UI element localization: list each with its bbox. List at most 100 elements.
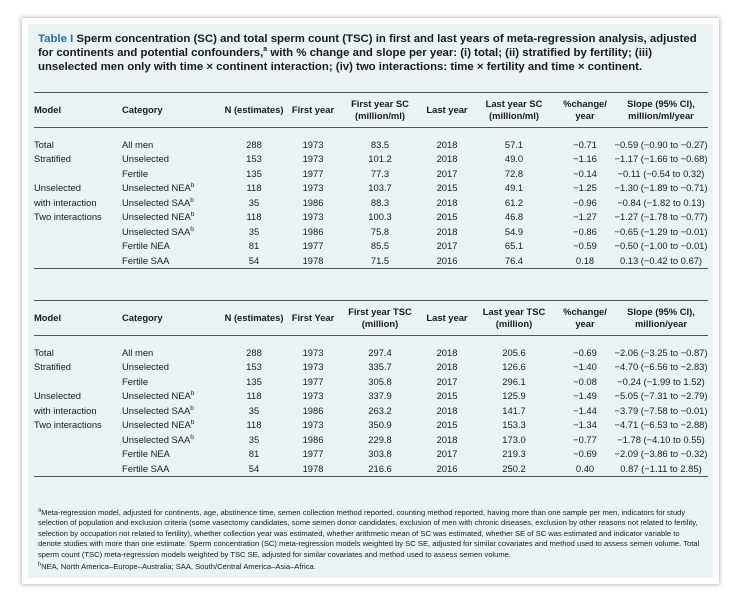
- cell-model: Stratified: [34, 360, 122, 375]
- cell-first-year-text: 1977: [302, 167, 324, 179]
- cell-n: 35: [220, 432, 288, 447]
- cell-slope: −0.11 (−0.54 to 0.32): [614, 166, 708, 181]
- cell-model: Two interactions: [34, 210, 122, 225]
- cell-n-text: 135: [246, 167, 262, 179]
- cell-change-text: −0.14: [573, 167, 597, 179]
- cell-first-year-text: 1973: [302, 361, 324, 373]
- table-row: Stratified Unselected 153 1973 335.7 2018 126.…: [34, 360, 708, 375]
- cell-n-text: 153: [246, 361, 262, 373]
- cell-category: Unselected: [122, 360, 220, 375]
- cell-first-value: 88.3: [338, 195, 422, 210]
- cell-last-year-text: 2015: [436, 182, 458, 194]
- cell-change: 0.40: [556, 461, 614, 476]
- cell-first-value-text: 350.9: [368, 419, 392, 431]
- cell-category-text: Unselected SAA: [122, 404, 191, 416]
- cell-change: −1.16: [556, 152, 614, 167]
- header-slope: Slope (95% CI), million/year: [627, 306, 695, 329]
- cell-last-value: 49.0: [472, 152, 556, 167]
- cell-slope-text: −0.59 (−0.90 to −0.27): [614, 138, 708, 150]
- cell-model-text: with interaction: [34, 404, 97, 416]
- cell-model: [34, 166, 122, 181]
- cell-last-value-text: 153.3: [502, 419, 526, 431]
- cell-first-value: 85.5: [338, 239, 422, 254]
- cell-slope: −4.70 (−6.56 to −2.83): [614, 360, 708, 375]
- cell-last-value-text: 49.1: [504, 182, 524, 194]
- cell-first-value: 71.5: [338, 253, 422, 268]
- category-footnote-mark: b: [190, 390, 195, 398]
- cell-last-year: 2016: [422, 253, 472, 268]
- cell-first-year-text: 1977: [302, 448, 324, 460]
- cell-category: Unselected SAAb: [122, 195, 220, 210]
- cell-n-text: 118: [246, 211, 262, 223]
- cell-n-text: 35: [248, 433, 260, 445]
- cell-first-value-text: 88.3: [370, 196, 390, 208]
- cell-first-value: 229.8: [338, 432, 422, 447]
- category-footnote-mark: b: [190, 225, 194, 233]
- cell-last-year: 2016: [422, 461, 472, 476]
- cell-model-text: Stratified: [34, 153, 71, 165]
- cell-last-value-text: 173.0: [502, 433, 526, 445]
- cell-slope-text: −0.11 (−0.54 to 0.32): [617, 167, 705, 179]
- cell-change: −1.40: [556, 360, 614, 375]
- cell-n-text: 35: [248, 404, 260, 416]
- cell-slope: −1.30 (−1.89 to −0.71): [614, 181, 708, 196]
- cell-category-text: Unselected: [122, 361, 169, 373]
- cell-category-text: Unselected: [122, 153, 169, 165]
- table-row: Total All men 288 1973 297.4 2018 205.6 −0.69 −2…: [34, 345, 708, 360]
- cell-model: [34, 447, 122, 462]
- cell-category-text: Unselected SAA: [122, 225, 191, 237]
- cell-slope: −2.06 (−3.25 to −0.87): [614, 345, 708, 360]
- footnote-a-mark: a: [38, 507, 42, 514]
- cell-slope-text: 0.13 (−0.42 to 0.67): [619, 254, 703, 266]
- cell-slope: −0.59 (−0.90 to −0.27): [614, 137, 708, 152]
- cell-n-text: 54: [248, 254, 260, 266]
- cell-last-value-text: 125.9: [502, 390, 526, 402]
- cell-last-value: 250.2: [472, 461, 556, 476]
- cell-model-text: Total: [34, 138, 54, 150]
- cell-n: 35: [220, 224, 288, 239]
- cell-first-year-text: 1973: [302, 346, 324, 358]
- cell-slope: −0.84 (−1.82 to 0.13): [614, 195, 708, 210]
- cell-first-year: 1977: [288, 239, 338, 254]
- cell-first-value: 335.7: [338, 360, 422, 375]
- footnote-a-text: Meta-regression model, adjusted for cont…: [38, 508, 700, 559]
- cell-model-text: with interaction: [34, 196, 97, 208]
- header-slope: Slope (95% CI), million/ml/year: [627, 98, 695, 121]
- cell-n: 35: [220, 195, 288, 210]
- cell-last-year: 2018: [422, 403, 472, 418]
- table-row: Unselected Unselected NEAb 118 1973 337.9 201…: [34, 389, 708, 404]
- cell-category-text: Fertile NEA: [122, 448, 170, 460]
- cell-first-year-text: 1973: [302, 153, 324, 165]
- table-card: Table I Sperm concentration (SC) and tot…: [22, 18, 719, 584]
- cell-last-year-text: 2018: [436, 361, 458, 373]
- table-row: with interaction Unselected SAAb 35 1986 88.…: [34, 195, 708, 210]
- cell-slope: −5.05 (−7.31 to −2.79): [614, 389, 708, 404]
- cell-slope-text: −1.30 (−1.89 to −0.71): [614, 182, 708, 194]
- cell-model-text: Stratified: [34, 361, 71, 373]
- cell-last-value: 205.6: [472, 345, 556, 360]
- cell-n: 288: [220, 137, 288, 152]
- cell-change-text: −1.16: [573, 153, 597, 165]
- cell-first-year-text: 1986: [302, 404, 324, 416]
- table-row: with interaction Unselected SAAb 35 1986 263…: [34, 403, 708, 418]
- cell-last-value: 153.3: [472, 418, 556, 433]
- cell-last-value: 72.8: [472, 166, 556, 181]
- cell-change: −0.77: [556, 432, 614, 447]
- cell-first-value: 77.3: [338, 166, 422, 181]
- cell-change-text: 0.40: [575, 462, 595, 474]
- cell-slope: 0.87 (−1.11 to 2.85): [614, 461, 708, 476]
- table-header-row: Model Category N (estimates) First year …: [34, 92, 708, 128]
- cell-first-year-text: 1977: [302, 375, 324, 387]
- footnote-a: aMeta-regression model, adjusted for con…: [38, 508, 704, 560]
- header-first-value: First year TSC (million): [348, 306, 412, 329]
- cell-last-value-text: 65.1: [504, 240, 524, 252]
- cell-last-value: 125.9: [472, 389, 556, 404]
- cell-last-value: 126.6: [472, 360, 556, 375]
- cell-model-text: Two interactions: [34, 419, 102, 431]
- cell-n: 81: [220, 239, 288, 254]
- cell-change-text: −1.25: [573, 182, 597, 194]
- header-last-value: Last year TSC (million): [482, 306, 546, 329]
- cell-last-year: 2017: [422, 239, 472, 254]
- cell-first-year: 1973: [288, 345, 338, 360]
- cell-change-text: −1.44: [573, 404, 597, 416]
